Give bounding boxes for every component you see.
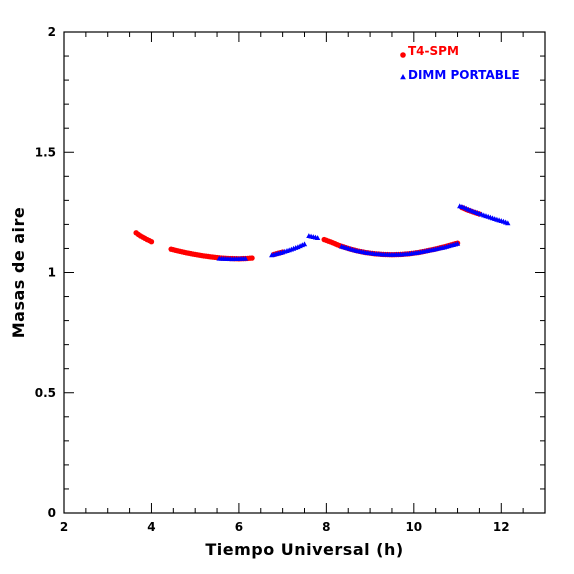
- y-tick-label: 2: [48, 25, 56, 39]
- legend-marker-dimm-portable: [400, 74, 406, 80]
- series-dimm-portable: [216, 203, 511, 262]
- x-tick-label: 6: [235, 520, 243, 534]
- plot-frame: [63, 31, 546, 514]
- data-point: [454, 240, 461, 246]
- y-tick-label: 1.5: [35, 145, 56, 159]
- data-point: [249, 255, 255, 261]
- x-tick-label: 2: [60, 520, 68, 534]
- legend-marker-t4-spm: [400, 52, 406, 58]
- data-point: [148, 239, 155, 245]
- data-points: [133, 203, 511, 262]
- x-tick-label: 10: [405, 520, 422, 534]
- y-axis: 0 0.5 1 1.5 2: [35, 25, 545, 520]
- y-axis-label: Masas de aire: [9, 207, 28, 339]
- x-axis: 2 4 6 8 10 12: [60, 32, 546, 534]
- legend-label-t4-spm: T4-SPM: [408, 44, 459, 58]
- legend: T4-SPM DIMM PORTABLE: [400, 44, 520, 82]
- y-tick-label: 1: [48, 266, 56, 280]
- series-t4-spm: [133, 204, 483, 262]
- y-tick-label: 0: [48, 506, 56, 520]
- plot-border: [63, 31, 546, 514]
- data-point: [242, 255, 249, 261]
- data-point: [505, 220, 511, 226]
- x-tick-label: 12: [493, 520, 510, 534]
- data-point: [301, 241, 308, 247]
- legend-label-dimm-portable: DIMM PORTABLE: [408, 68, 520, 82]
- y-tick-label: 0.5: [35, 386, 56, 400]
- data-point: [314, 235, 321, 240]
- x-axis-label: Tiempo Universal (h): [205, 540, 403, 559]
- x-tick-label: 4: [147, 520, 155, 534]
- x-tick-label: 8: [322, 520, 330, 534]
